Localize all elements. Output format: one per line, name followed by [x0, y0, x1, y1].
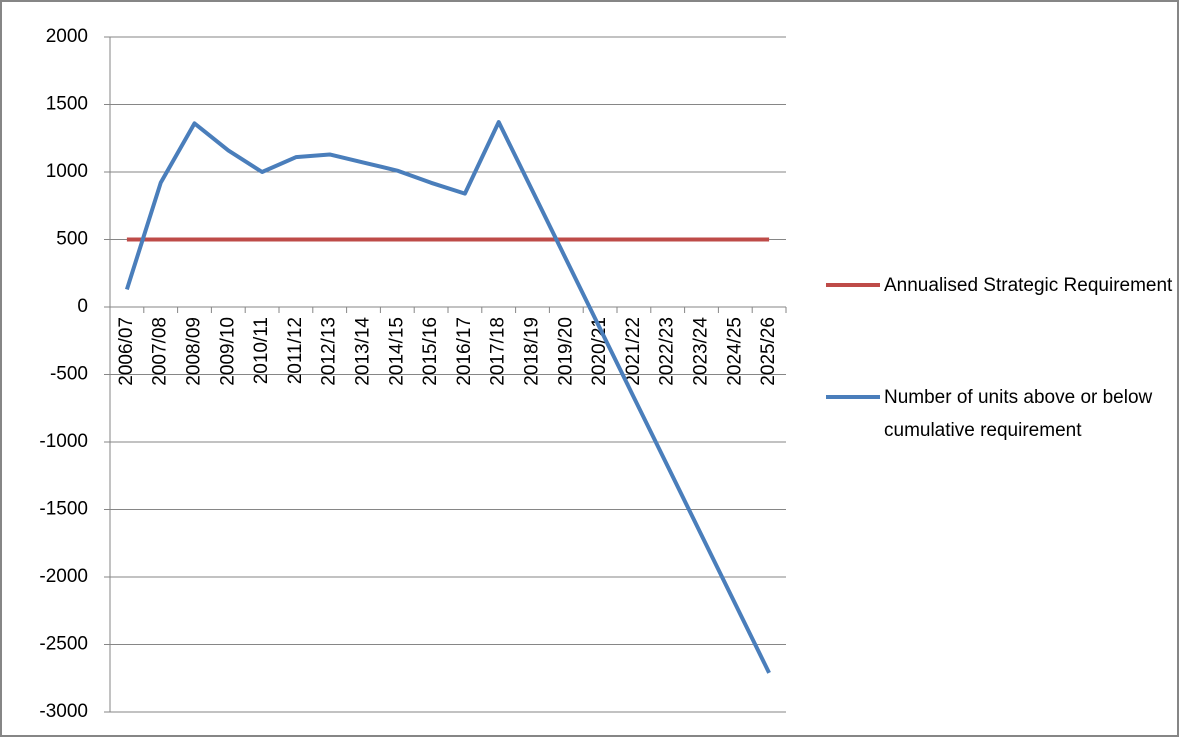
- x-tick-label: 2025/26: [758, 317, 779, 386]
- y-tick-label: -2000: [39, 566, 88, 587]
- y-tick-label: -500: [50, 364, 88, 385]
- x-tick-label: 2011/12: [285, 317, 306, 384]
- x-tick-label: 2010/11: [251, 317, 272, 384]
- x-tick-label: 2022/23: [657, 317, 678, 386]
- legend-label: Annualised Strategic Requirement: [884, 275, 1173, 296]
- x-tick-label: 2015/16: [420, 317, 441, 386]
- x-tick-label: 2014/15: [386, 317, 407, 386]
- x-tick-label: 2019/20: [555, 317, 576, 386]
- x-tick-label: 2017/18: [488, 317, 509, 386]
- y-tick-label: 1500: [46, 94, 88, 115]
- y-tick-label: 500: [56, 229, 88, 250]
- x-tick-label: 2008/09: [184, 317, 205, 386]
- y-tick-label: -2500: [39, 634, 88, 655]
- series-line: [124, 120, 771, 674]
- x-tick-label: 2024/25: [724, 317, 745, 386]
- y-tick-label: 2000: [46, 26, 88, 47]
- x-tick-label: 2023/24: [691, 317, 712, 386]
- x-tick-label: 2006/07: [116, 317, 137, 386]
- y-tick-label: 0: [77, 296, 88, 317]
- x-tick-label: 2007/08: [150, 317, 171, 386]
- y-tick-label: 1000: [46, 161, 88, 182]
- x-tick-label: 2009/10: [217, 317, 238, 386]
- y-tick-label: -3000: [39, 701, 88, 722]
- legend-label: Number of units above or below cumulativ…: [884, 387, 1153, 441]
- x-tick-label: 2018/19: [522, 317, 543, 386]
- x-tick-label: 2016/17: [454, 317, 475, 386]
- x-tick-label: 2021/22: [623, 317, 644, 386]
- y-tick-label: -1000: [39, 431, 88, 452]
- y-tick-label: -1500: [39, 499, 88, 520]
- x-tick-label: 2012/13: [319, 317, 340, 386]
- x-tick-label: 2013/14: [353, 317, 374, 386]
